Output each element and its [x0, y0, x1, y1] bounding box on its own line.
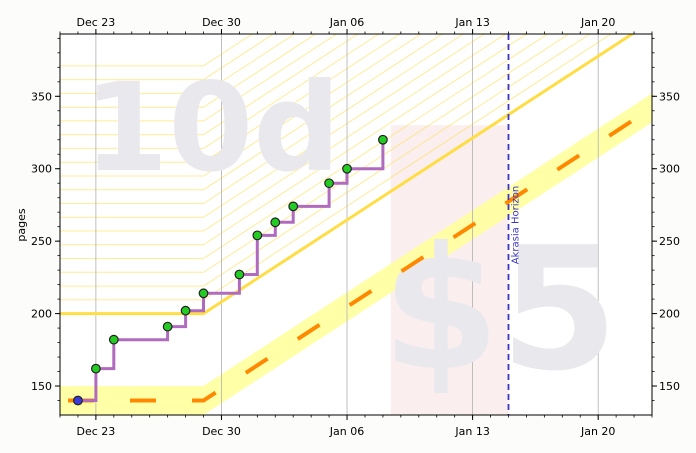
datapoint	[198, 288, 209, 299]
x-tick-label: Dec 30	[202, 16, 241, 29]
y-axis-title: pages	[15, 208, 28, 241]
guideline	[60, 34, 275, 81]
guideline	[60, 34, 401, 163]
watermark-pledge: $5	[382, 211, 619, 409]
akrasia-horizon-label: Akrasia Horizon	[510, 186, 521, 264]
axes: Dec 23 Dec 23 Dec 30 Dec 30 Jan 06 Jan 06 Jan …	[31, 16, 680, 438]
datapoint	[90, 363, 101, 374]
guideline	[60, 34, 317, 108]
y-tick-label: 300	[659, 163, 680, 176]
x-tick-label: Dec 30	[202, 425, 241, 438]
plot-background	[60, 34, 652, 415]
x-tick-label: Jan 06	[329, 16, 364, 29]
y-tick-label: 150	[659, 380, 680, 393]
guideline	[60, 34, 444, 191]
x-tick-label: Jan 13	[454, 16, 489, 29]
guideline	[60, 34, 591, 287]
plot-area: 10d $5 Akrasia Horizon	[60, 34, 652, 415]
y-tick-label: 350	[31, 90, 52, 103]
guideline	[60, 34, 296, 94]
y-tick-label: 350	[659, 90, 680, 103]
guideline	[60, 34, 486, 218]
y-tick-label: 300	[31, 163, 52, 176]
datapoint	[342, 163, 352, 174]
watermark-days: 10d	[83, 57, 340, 199]
guideline	[60, 34, 422, 177]
guideline	[60, 34, 507, 232]
x-tick-label: Jan 13	[454, 425, 489, 438]
x-tick-label: Dec 23	[76, 16, 115, 29]
datapoint	[73, 395, 83, 406]
yellow-guidelines	[60, 34, 612, 301]
guideline	[60, 34, 549, 259]
guideline	[60, 34, 612, 301]
y-tick-label: 200	[31, 308, 52, 321]
datapoint	[162, 321, 173, 332]
y-tick-label: 200	[659, 308, 680, 321]
datapoints	[73, 134, 388, 406]
guideline	[60, 34, 528, 246]
guideline	[60, 34, 465, 204]
datapoint	[108, 334, 119, 345]
x-tick-label: Jan 06	[329, 425, 364, 438]
x-tick-label: Jan 20	[580, 16, 615, 29]
y-tick-label: 150	[31, 380, 52, 393]
guideline	[60, 34, 359, 136]
x-tick-label: Dec 23	[76, 425, 115, 438]
dashed-orange-line	[60, 106, 652, 403]
bright-red-line	[60, 34, 635, 316]
guideline	[60, 34, 254, 67]
y-tick-label: 250	[659, 235, 680, 248]
datapoint	[234, 269, 245, 280]
datapoint	[252, 230, 263, 241]
y-tick-label: 250	[31, 235, 52, 248]
guideline	[60, 34, 338, 122]
datapoint	[378, 134, 388, 145]
guideline	[60, 34, 380, 149]
guideline	[60, 34, 570, 273]
datapoint	[324, 178, 334, 189]
datapoint	[288, 201, 299, 212]
x-tick-label: Jan 20	[580, 425, 615, 438]
plot-frame	[59, 33, 653, 416]
datapoint	[180, 305, 191, 316]
datapoint	[270, 217, 281, 228]
